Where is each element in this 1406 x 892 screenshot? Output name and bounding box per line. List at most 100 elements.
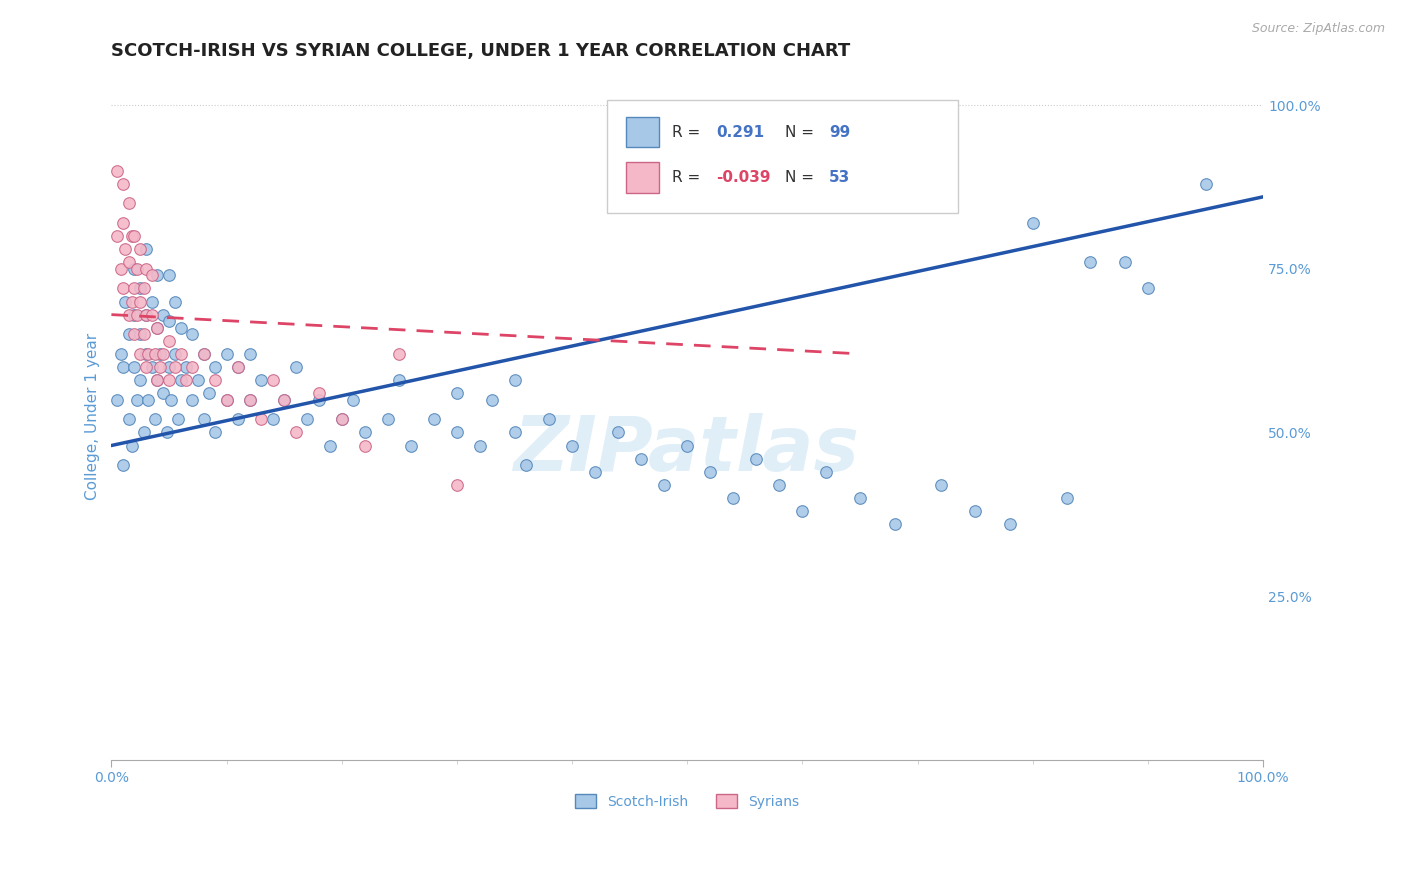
Point xyxy=(157,334,180,348)
Point xyxy=(1194,177,1216,191)
Point xyxy=(157,359,180,374)
Point xyxy=(152,308,174,322)
Point xyxy=(111,177,134,191)
Point xyxy=(110,261,132,276)
Point xyxy=(121,294,143,309)
FancyBboxPatch shape xyxy=(626,117,658,147)
Point xyxy=(152,347,174,361)
Point xyxy=(239,392,262,407)
Point xyxy=(745,451,768,466)
Point xyxy=(121,438,143,452)
Point xyxy=(181,327,204,342)
Point xyxy=(215,392,238,407)
Point xyxy=(141,294,163,309)
Point xyxy=(125,261,148,276)
Point xyxy=(118,308,141,322)
Point xyxy=(118,255,141,269)
Point xyxy=(141,308,163,322)
Point xyxy=(215,347,238,361)
Text: -0.039: -0.039 xyxy=(716,170,770,185)
Point xyxy=(132,327,155,342)
Point xyxy=(136,392,159,407)
Point xyxy=(152,386,174,401)
Point xyxy=(308,392,330,407)
Point xyxy=(768,477,790,491)
Point xyxy=(141,268,163,283)
Point xyxy=(163,347,186,361)
FancyBboxPatch shape xyxy=(606,100,957,213)
Point xyxy=(250,373,273,387)
Point xyxy=(156,425,179,440)
Point xyxy=(198,386,221,401)
Point xyxy=(652,477,675,491)
Point xyxy=(143,347,166,361)
Point xyxy=(105,229,128,244)
Point xyxy=(630,451,652,466)
Text: R =: R = xyxy=(672,125,706,140)
Point xyxy=(129,281,152,295)
Point xyxy=(273,392,295,407)
Point xyxy=(135,261,157,276)
Point xyxy=(353,438,375,452)
Point xyxy=(121,229,143,244)
Point xyxy=(1137,281,1160,295)
Legend: Scotch-Irish, Syrians: Scotch-Irish, Syrians xyxy=(569,789,804,814)
Point xyxy=(129,373,152,387)
Point xyxy=(129,294,152,309)
Point xyxy=(114,294,136,309)
Point xyxy=(132,281,155,295)
Point xyxy=(965,504,987,518)
Point xyxy=(676,438,699,452)
Point xyxy=(146,268,169,283)
Point xyxy=(136,347,159,361)
Point xyxy=(118,196,141,211)
Point xyxy=(297,412,319,426)
Point xyxy=(105,163,128,178)
Point xyxy=(124,359,146,374)
Point xyxy=(1080,255,1102,269)
Point xyxy=(204,373,226,387)
Point xyxy=(226,412,249,426)
Point xyxy=(169,347,191,361)
Point xyxy=(163,294,186,309)
Point xyxy=(135,242,157,256)
Point xyxy=(273,392,295,407)
Point xyxy=(226,359,249,374)
Text: 0.291: 0.291 xyxy=(716,125,765,140)
Point xyxy=(129,347,152,361)
Point xyxy=(388,347,411,361)
Point xyxy=(399,438,422,452)
Point xyxy=(111,359,134,374)
Point xyxy=(187,373,209,387)
Point xyxy=(239,392,262,407)
Point xyxy=(105,392,128,407)
Text: 99: 99 xyxy=(830,125,851,140)
Text: 53: 53 xyxy=(830,170,851,185)
Point xyxy=(174,373,197,387)
Point xyxy=(849,491,872,505)
Point xyxy=(481,392,503,407)
Point xyxy=(135,308,157,322)
Point xyxy=(169,320,191,334)
Point xyxy=(110,347,132,361)
Point xyxy=(149,347,172,361)
Point xyxy=(124,281,146,295)
Point xyxy=(118,327,141,342)
Point xyxy=(169,373,191,387)
Point xyxy=(204,359,226,374)
Point xyxy=(146,320,169,334)
Point xyxy=(181,392,204,407)
Point xyxy=(262,373,284,387)
Point xyxy=(319,438,342,452)
Point xyxy=(174,359,197,374)
Text: Source: ZipAtlas.com: Source: ZipAtlas.com xyxy=(1251,22,1385,36)
Point xyxy=(503,373,526,387)
Point xyxy=(583,465,606,479)
Point xyxy=(814,465,837,479)
Point xyxy=(157,314,180,328)
Point xyxy=(284,425,307,440)
Text: N =: N = xyxy=(785,170,820,185)
Point xyxy=(388,373,411,387)
Point xyxy=(723,491,745,505)
Point xyxy=(929,477,952,491)
